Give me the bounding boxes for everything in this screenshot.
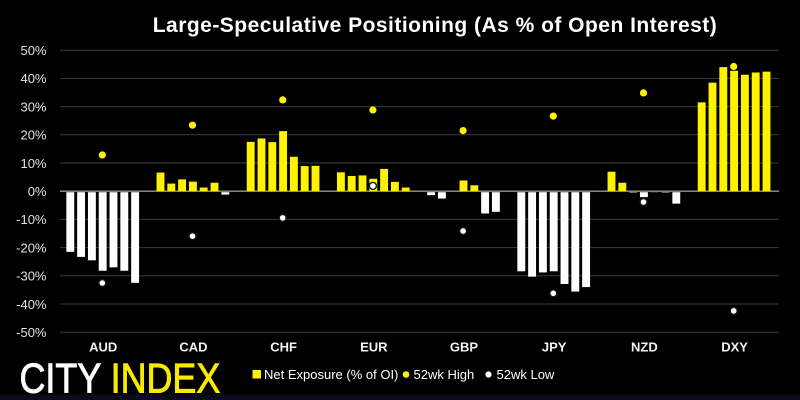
svg-text:52wk High: 52wk High: [414, 367, 475, 382]
svg-text:52wk Low: 52wk Low: [497, 367, 555, 382]
svg-text:Net Exposure (% of OI): Net Exposure (% of OI): [264, 367, 398, 382]
svg-text:10%: 10%: [20, 156, 46, 171]
svg-text:CITY INDEX: CITY INDEX: [20, 356, 221, 400]
svg-text:-50%: -50%: [16, 325, 47, 340]
svg-text:JPY: JPY: [542, 340, 567, 355]
svg-text:50%: 50%: [20, 43, 46, 58]
svg-text:GBP: GBP: [450, 340, 479, 355]
svg-text:NZD: NZD: [631, 340, 658, 355]
svg-text:-10%: -10%: [16, 212, 47, 227]
svg-text:CHF: CHF: [270, 340, 297, 355]
svg-text:-40%: -40%: [16, 297, 47, 312]
svg-text:-30%: -30%: [16, 269, 47, 284]
svg-text:30%: 30%: [20, 99, 46, 114]
svg-text:AUD: AUD: [89, 340, 117, 355]
svg-text:20%: 20%: [20, 128, 46, 143]
svg-text:Large-Speculative Positioning: Large-Speculative Positioning (As % of O…: [153, 14, 718, 37]
svg-text:CAD: CAD: [179, 340, 207, 355]
svg-text:40%: 40%: [20, 71, 46, 86]
svg-text:DXY: DXY: [721, 340, 748, 355]
svg-text:EUR: EUR: [360, 340, 388, 355]
svg-text:0%: 0%: [28, 184, 47, 199]
svg-text:-20%: -20%: [16, 240, 47, 255]
